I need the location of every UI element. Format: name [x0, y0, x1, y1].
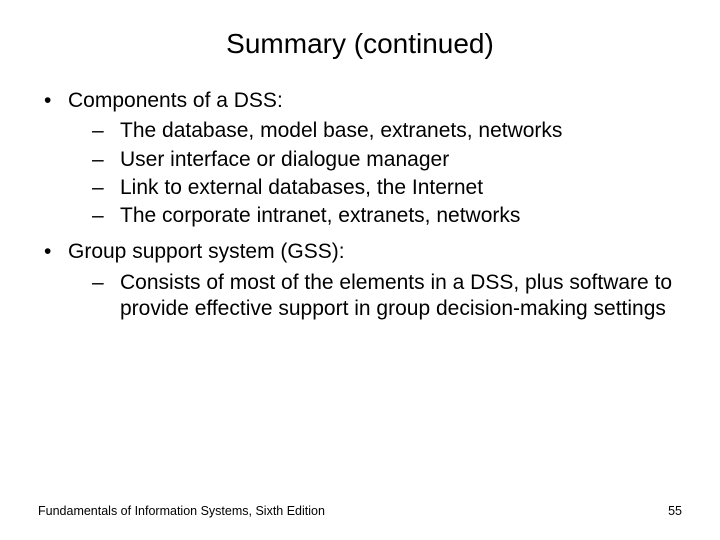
bullet-icon: • [44, 88, 68, 114]
footer-page-number: 55 [668, 504, 682, 518]
dash-icon: – [92, 270, 120, 323]
list-item-text: The corporate intranet, extranets, netwo… [120, 203, 520, 229]
sub-list-gss: – Consists of most of the elements in a … [38, 270, 682, 323]
list-item-text: Consists of most of the elements in a DS… [120, 270, 682, 323]
list-item: – The corporate intranet, extranets, net… [92, 203, 682, 229]
sub-list-dss: – The database, model base, extranets, n… [38, 118, 682, 229]
slide-footer: Fundamentals of Information Systems, Six… [38, 504, 682, 518]
dash-icon: – [92, 203, 120, 229]
bullet-text: Components of a DSS: [68, 88, 283, 114]
list-item-text: Link to external databases, the Internet [120, 175, 483, 201]
list-item-text: User interface or dialogue manager [120, 147, 449, 173]
list-item: – The database, model base, extranets, n… [92, 118, 682, 144]
dash-icon: – [92, 118, 120, 144]
list-item: – Consists of most of the elements in a … [92, 270, 682, 323]
list-item: – User interface or dialogue manager [92, 147, 682, 173]
slide-title: Summary (continued) [38, 28, 682, 60]
bullet-components-dss: • Components of a DSS: [44, 88, 682, 114]
dash-icon: – [92, 175, 120, 201]
list-item-text: The database, model base, extranets, net… [120, 118, 562, 144]
list-item: – Link to external databases, the Intern… [92, 175, 682, 201]
dash-icon: – [92, 147, 120, 173]
bullet-icon: • [44, 239, 68, 265]
bullet-gss: • Group support system (GSS): [44, 239, 682, 265]
bullet-text: Group support system (GSS): [68, 239, 345, 265]
footer-source: Fundamentals of Information Systems, Six… [38, 504, 325, 518]
slide-body: • Components of a DSS: – The database, m… [38, 88, 682, 322]
